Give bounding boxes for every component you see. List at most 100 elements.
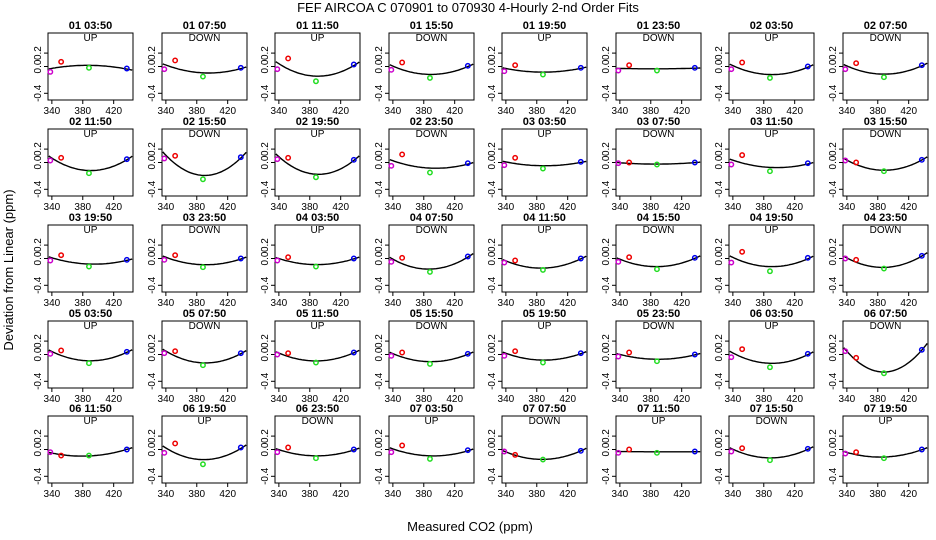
- x-tick-label: 420: [332, 202, 349, 213]
- panel-title: 04 07:50: [410, 212, 453, 224]
- panel-direction-label: UP: [84, 416, 98, 427]
- fit-curve: [729, 350, 814, 364]
- data-point: [739, 248, 746, 255]
- data-point: [881, 370, 887, 377]
- fit-curve: [729, 158, 814, 169]
- data-point: [123, 156, 130, 163]
- y-tick-label: -0.4: [487, 84, 498, 102]
- y-tick-label: 0.2: [828, 429, 839, 443]
- y-tick-label: -0.4: [601, 84, 612, 102]
- data-point: [577, 255, 584, 262]
- data-point: [388, 66, 395, 73]
- x-tick-label: 340: [612, 394, 629, 405]
- x-tick-label: 340: [498, 202, 515, 213]
- data-point: [767, 364, 773, 371]
- data-point: [172, 252, 179, 259]
- y-tick-label: 0.2: [374, 142, 385, 156]
- data-point: [654, 161, 660, 168]
- y-tick-label: 0.0: [374, 251, 385, 265]
- data-point: [399, 442, 406, 449]
- x-tick-label: 380: [528, 489, 545, 500]
- y-tick-label: 0.0: [147, 347, 158, 361]
- data-point: [274, 449, 281, 456]
- x-tick-label: 420: [900, 202, 917, 213]
- y-tick-label: -0.4: [828, 180, 839, 198]
- panel-title: 07 03:50: [410, 403, 453, 415]
- x-tick-label: 380: [528, 298, 545, 309]
- y-tick-label: 0.2: [147, 142, 158, 156]
- x-tick-label: 380: [869, 394, 886, 405]
- y-tick-label: 0.2: [601, 46, 612, 60]
- panel-direction-label: UP: [84, 129, 98, 140]
- data-point: [237, 444, 244, 451]
- data-point: [577, 350, 584, 357]
- data-point: [767, 268, 773, 275]
- panel-title: 02 19:50: [296, 116, 339, 128]
- x-tick-label: 420: [332, 489, 349, 500]
- x-tick-label: 380: [188, 106, 205, 117]
- x-tick-label: 340: [44, 202, 61, 213]
- data-point: [804, 254, 811, 261]
- y-tick-label: -0.4: [487, 467, 498, 485]
- data-point: [739, 445, 746, 452]
- panel-direction-label: DOWN: [643, 129, 675, 140]
- y-tick-label: 0.0: [828, 59, 839, 73]
- data-point: [350, 156, 357, 163]
- panel-direction-label: UP: [311, 321, 325, 332]
- data-point: [739, 59, 746, 66]
- x-tick-label: 380: [415, 106, 432, 117]
- panel-direction-label: UP: [311, 225, 325, 236]
- x-tick-label: 420: [900, 106, 917, 117]
- y-tick-label: -0.4: [147, 84, 158, 102]
- y-tick-label: -0.4: [487, 372, 498, 390]
- y-tick-label: -0.4: [374, 372, 385, 390]
- data-point: [464, 160, 471, 167]
- y-tick-label: 0.2: [33, 429, 44, 443]
- data-point: [427, 268, 433, 275]
- y-tick-label: 0.0: [260, 59, 271, 73]
- fit-curve: [48, 64, 133, 71]
- y-tick-label: -0.4: [33, 467, 44, 485]
- y-tick-label: 0.0: [147, 59, 158, 73]
- chart-title: FEF AIRCOA C 070901 to 070930 4-Hourly 2…: [297, 0, 639, 15]
- data-point: [313, 263, 319, 270]
- data-point: [161, 256, 168, 263]
- y-tick-label: -0.4: [33, 180, 44, 198]
- fit-curve: [389, 253, 474, 270]
- y-tick-label: 0.2: [487, 334, 498, 348]
- panel-direction-label: DOWN: [302, 416, 334, 427]
- data-point: [58, 252, 65, 259]
- data-point: [804, 63, 811, 70]
- data-point: [540, 456, 546, 463]
- data-point: [161, 350, 168, 357]
- data-point: [842, 450, 849, 457]
- data-point: [86, 360, 92, 367]
- panel-direction-label: DOWN: [416, 33, 448, 44]
- fit-curve: [729, 63, 814, 76]
- x-tick-label: 340: [612, 106, 629, 117]
- y-tick-label: 0.0: [714, 59, 725, 73]
- y-tick-label: 0.2: [601, 238, 612, 252]
- y-tick-label: -0.4: [828, 467, 839, 485]
- y-tick-label: 0.2: [260, 429, 271, 443]
- y-tick-label: 0.2: [828, 334, 839, 348]
- data-point: [313, 78, 319, 85]
- panel-direction-label: UP: [652, 416, 666, 427]
- data-point: [804, 350, 811, 357]
- y-tick-label: 0.2: [714, 429, 725, 443]
- panel-direction-label: DOWN: [416, 321, 448, 332]
- x-tick-label: 420: [446, 106, 463, 117]
- panel-title: 07 19:50: [864, 403, 907, 415]
- data-point: [577, 64, 584, 71]
- data-point: [123, 256, 130, 263]
- data-point: [691, 448, 698, 455]
- x-tick-label: 380: [188, 394, 205, 405]
